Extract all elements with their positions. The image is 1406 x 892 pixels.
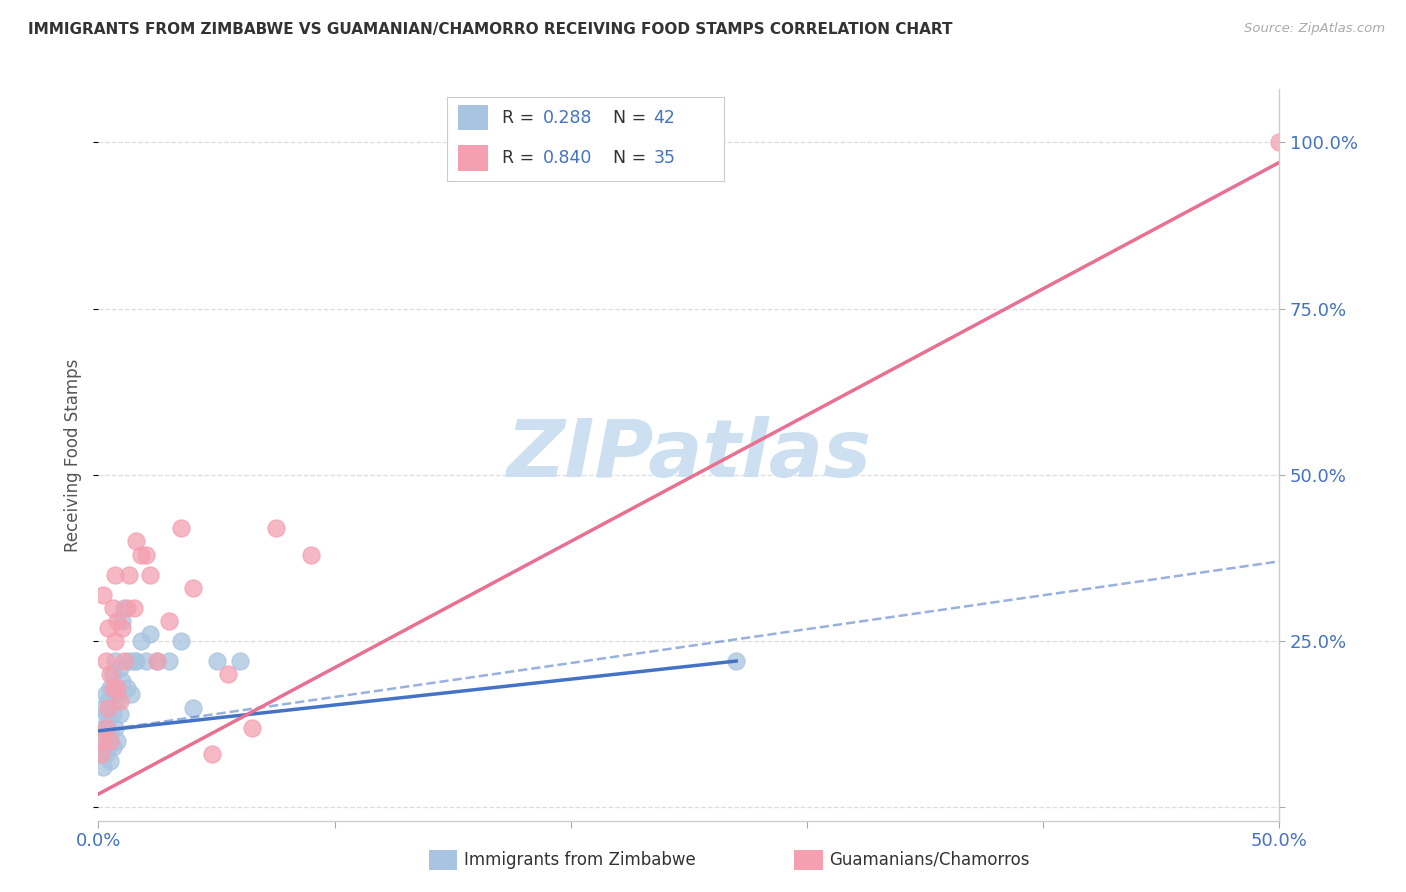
Point	[146, 654, 169, 668]
Point	[122, 654, 145, 668]
Point	[97, 621, 120, 635]
Point	[146, 654, 169, 668]
Point	[97, 714, 120, 728]
Point	[98, 754, 121, 768]
Point	[91, 700, 114, 714]
Point	[135, 654, 157, 668]
Point	[91, 734, 114, 748]
Y-axis label: Receiving Food Stamps: Receiving Food Stamps	[65, 359, 83, 551]
Point	[111, 614, 134, 628]
Point	[105, 614, 128, 628]
Point	[240, 721, 263, 735]
Point	[91, 588, 114, 602]
Point	[97, 700, 120, 714]
Point	[125, 654, 148, 668]
Point	[90, 747, 112, 761]
Point	[118, 567, 141, 582]
Point	[181, 700, 204, 714]
Point	[108, 661, 131, 675]
Point	[98, 734, 121, 748]
Text: IMMIGRANTS FROM ZIMBABWE VS GUAMANIAN/CHAMORRO RECEIVING FOOD STAMPS CORRELATION: IMMIGRANTS FROM ZIMBABWE VS GUAMANIAN/CH…	[28, 22, 953, 37]
Point	[205, 654, 228, 668]
Point	[108, 694, 131, 708]
Point	[94, 707, 117, 722]
Point	[115, 600, 138, 615]
Text: ZIPatlas: ZIPatlas	[506, 416, 872, 494]
Point	[264, 521, 287, 535]
Point	[97, 694, 120, 708]
Point	[111, 673, 134, 688]
Point	[129, 634, 152, 648]
Point	[105, 694, 128, 708]
Text: Guamanians/Chamorros: Guamanians/Chamorros	[830, 851, 1031, 869]
Point	[101, 600, 124, 615]
Point	[104, 567, 127, 582]
Point	[201, 747, 224, 761]
Point	[90, 747, 112, 761]
Text: Source: ZipAtlas.com: Source: ZipAtlas.com	[1244, 22, 1385, 36]
Point	[104, 721, 127, 735]
Point	[115, 681, 138, 695]
Point	[94, 747, 117, 761]
Point	[725, 654, 748, 668]
Point	[139, 627, 162, 641]
Point	[94, 687, 117, 701]
Point	[105, 734, 128, 748]
Point	[122, 600, 145, 615]
Point	[97, 740, 120, 755]
Point	[104, 634, 127, 648]
Point	[98, 667, 121, 681]
Point	[217, 667, 239, 681]
Point	[101, 707, 124, 722]
Point	[105, 681, 128, 695]
Point	[181, 581, 204, 595]
Point	[94, 721, 117, 735]
Point	[229, 654, 252, 668]
Point	[118, 654, 141, 668]
Point	[129, 548, 152, 562]
Point	[101, 740, 124, 755]
Point	[94, 654, 117, 668]
Point	[91, 760, 114, 774]
Point	[1268, 136, 1291, 150]
Point	[104, 654, 127, 668]
Point	[108, 707, 131, 722]
Point	[121, 687, 143, 701]
Point	[157, 614, 180, 628]
Point	[98, 681, 121, 695]
Point	[170, 634, 193, 648]
Point	[139, 567, 162, 582]
Text: Immigrants from Zimbabwe: Immigrants from Zimbabwe	[464, 851, 696, 869]
Point	[104, 687, 127, 701]
Point	[157, 654, 180, 668]
Point	[125, 534, 148, 549]
Point	[98, 727, 121, 741]
Point	[170, 521, 193, 535]
Point	[135, 548, 157, 562]
Point	[112, 654, 135, 668]
Point	[101, 667, 124, 681]
Point	[112, 600, 135, 615]
Point	[111, 621, 134, 635]
Point	[101, 681, 124, 695]
Point	[299, 548, 322, 562]
Point	[94, 734, 117, 748]
Point	[91, 721, 114, 735]
